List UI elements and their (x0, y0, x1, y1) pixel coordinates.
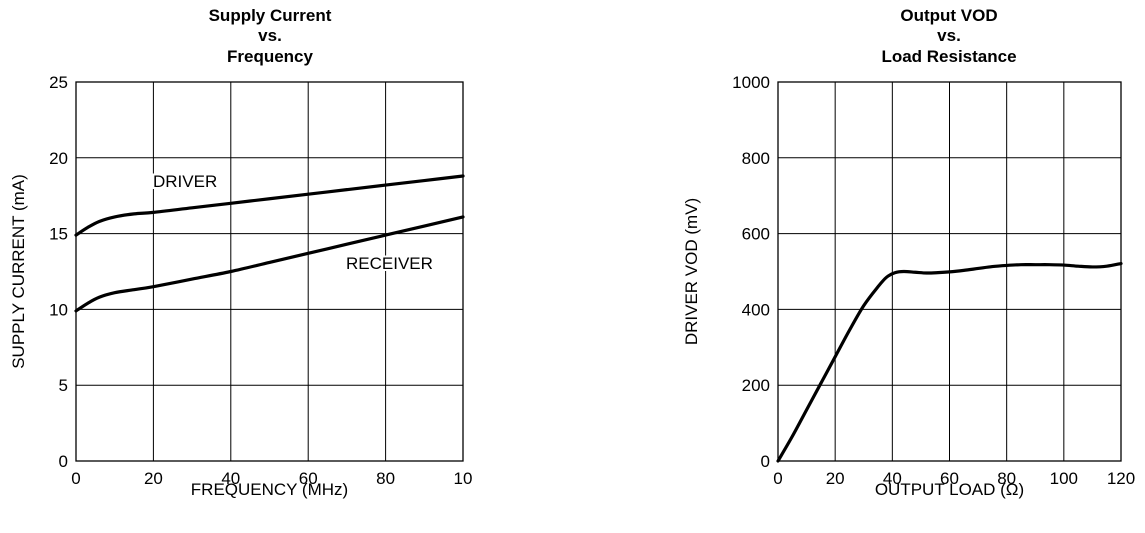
output-vod-x-tick-label-0: 0 (773, 469, 782, 488)
supply-current-x-tick-label-1: 20 (144, 469, 163, 488)
supply-current-x-tick-label-2: 40 (221, 469, 240, 488)
output-vod-x-tick-label-2: 40 (883, 469, 902, 488)
output-vod-y-tick-label-5: 1000 (732, 73, 770, 92)
output-vod-y-tick-label-0: 0 (761, 452, 770, 471)
output-vod-y-tick-label-4: 800 (742, 149, 770, 168)
output-vod-series-line-vod (776, 261, 1123, 463)
supply-current-plot-frame (75, 81, 464, 462)
supply-current-x-tick-label-0: 0 (71, 469, 80, 488)
supply-current-x-axis-label: FREQUENCY (MHz) (191, 480, 348, 499)
output-vod-plot-frame (777, 81, 1122, 462)
output-vod-x-tick-label-4: 80 (997, 469, 1016, 488)
output-vod-x-tick-label-6: 120 (1107, 469, 1135, 488)
supply-current-title-line-3: Frequency (227, 47, 314, 66)
output-vod-x-tick-label-1: 20 (826, 469, 845, 488)
output-vod-y-tick-label-2: 400 (742, 300, 770, 319)
supply-current-x-tick-label-3: 60 (299, 469, 318, 488)
output-vod-y-tick-label-3: 600 (742, 225, 770, 244)
supply-current-x-tick-label-4: 80 (376, 469, 395, 488)
supply-current-y-tick-label-3: 15 (49, 225, 68, 244)
output-vod-title-line-3: Load Resistance (881, 47, 1016, 66)
supply-current-series-label-receiver: RECEIVER (346, 254, 433, 273)
output-vod-y-tick-label-1: 200 (742, 376, 770, 395)
supply-current-title-line-2: vs. (258, 26, 282, 45)
supply-current-y-axis-label: SUPPLY CURRENT (mA) (9, 174, 28, 369)
supply-current-series-line-receiver (74, 215, 465, 313)
supply-current-series-line-driver (74, 174, 465, 237)
supply-current-y-tick-label-4: 20 (49, 149, 68, 168)
supply-current-y-tick-label-5: 25 (49, 73, 68, 92)
supply-current-y-tick-label-2: 10 (49, 300, 68, 319)
supply-current-x-tick-label-5: 10 (454, 469, 473, 488)
output-vod-y-axis-label: DRIVER VOD (mV) (682, 198, 701, 345)
output-vod-x-axis-label: OUTPUT LOAD (Ω) (875, 480, 1024, 499)
output-vod-title-line-1: Output VOD (900, 6, 997, 25)
output-vod-x-tick-label-3: 60 (940, 469, 959, 488)
output-vod-title-line-2: vs. (937, 26, 961, 45)
supply-current-series-label-driver: DRIVER (153, 172, 217, 191)
supply-current-y-tick-label-0: 0 (59, 452, 68, 471)
supply-current-y-tick-label-1: 5 (59, 376, 68, 395)
output-vod-x-tick-label-5: 100 (1050, 469, 1078, 488)
supply-current-title-line-1: Supply Current (209, 6, 332, 25)
